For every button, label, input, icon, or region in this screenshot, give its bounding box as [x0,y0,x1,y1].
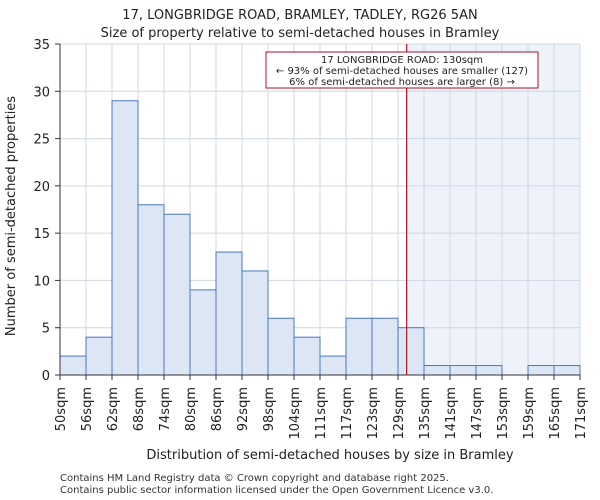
x-tick-label: 129sqm [392,387,407,440]
x-tick-label: 153sqm [496,387,511,440]
y-tick-label: 25 [33,133,50,148]
annotation-larger: 6% of semi-detached houses are larger (8… [289,77,515,88]
y-tick-label: 0 [42,369,50,384]
x-tick-label: 104sqm [288,387,303,440]
x-tick-label: 135sqm [418,387,433,440]
bar-123sqm [371,317,399,376]
x-tick-label: 159sqm [522,387,537,440]
bar-92sqm [241,270,269,376]
bar-111sqm [319,355,347,376]
y-tick-label: 30 [33,85,50,100]
x-tick-label: 86sqm [210,387,225,431]
bar-98sqm [267,317,295,376]
x-tick-label: 62sqm [106,387,121,431]
chart-title-address: 17, LONGBRIDGE ROAD, BRAMLEY, TADLEY, RG… [122,8,478,23]
y-axis-label: Number of semi-detached properties [4,96,19,336]
y-tick-label: 15 [33,227,50,242]
footer-licence: Contains public sector information licen… [60,485,494,496]
bar-74sqm [163,213,191,376]
chart-title-subtitle: Size of property relative to semi-detach… [100,26,500,41]
bar-159sqm [527,365,555,376]
x-tick-label: 68sqm [132,387,147,431]
x-tick-label: 123sqm [366,387,381,440]
y-tick-label: 35 [33,38,50,53]
x-tick-label: 92sqm [236,387,251,431]
bar-129sqm [397,327,425,376]
annotation-box [265,51,539,89]
bar-68sqm [137,204,165,376]
highlight-region [406,44,580,375]
x-tick-label: 56sqm [80,387,95,431]
x-tick-label: 74sqm [158,387,173,431]
x-tick-label: 111sqm [314,387,329,440]
footer-copyright: Contains HM Land Registry data © Crown c… [60,473,449,484]
bar-62sqm [111,100,139,376]
annotation-smaller: ← 93% of semi-detached houses are smalle… [276,66,528,77]
x-tick-label: 171sqm [574,387,589,440]
y-tick-label: 5 [42,322,50,337]
y-tick-label: 20 [33,180,50,195]
bar-80sqm [189,289,217,376]
bar-147sqm [475,365,503,376]
bar-104sqm [293,336,321,376]
bar-117sqm [345,317,373,376]
bar-135sqm [423,365,451,376]
x-tick-label: 50sqm [54,387,69,431]
x-tick-label: 165sqm [548,387,563,440]
x-tick-label: 147sqm [470,387,485,440]
x-tick-label: 141sqm [444,387,459,440]
bar-141sqm [449,365,477,376]
x-axis-label: Distribution of semi-detached houses by … [146,448,513,463]
x-tick-label: 117sqm [340,387,355,440]
y-tick-label: 10 [33,274,50,289]
bar-86sqm [215,251,243,376]
annotation-title: 17 LONGBRIDGE ROAD: 130sqm [321,55,483,66]
bar-56sqm [85,336,113,376]
bar-50sqm [59,355,87,376]
x-tick-label: 98sqm [262,387,277,431]
x-tick-label: 80sqm [184,387,199,431]
bar-165sqm [553,365,581,376]
